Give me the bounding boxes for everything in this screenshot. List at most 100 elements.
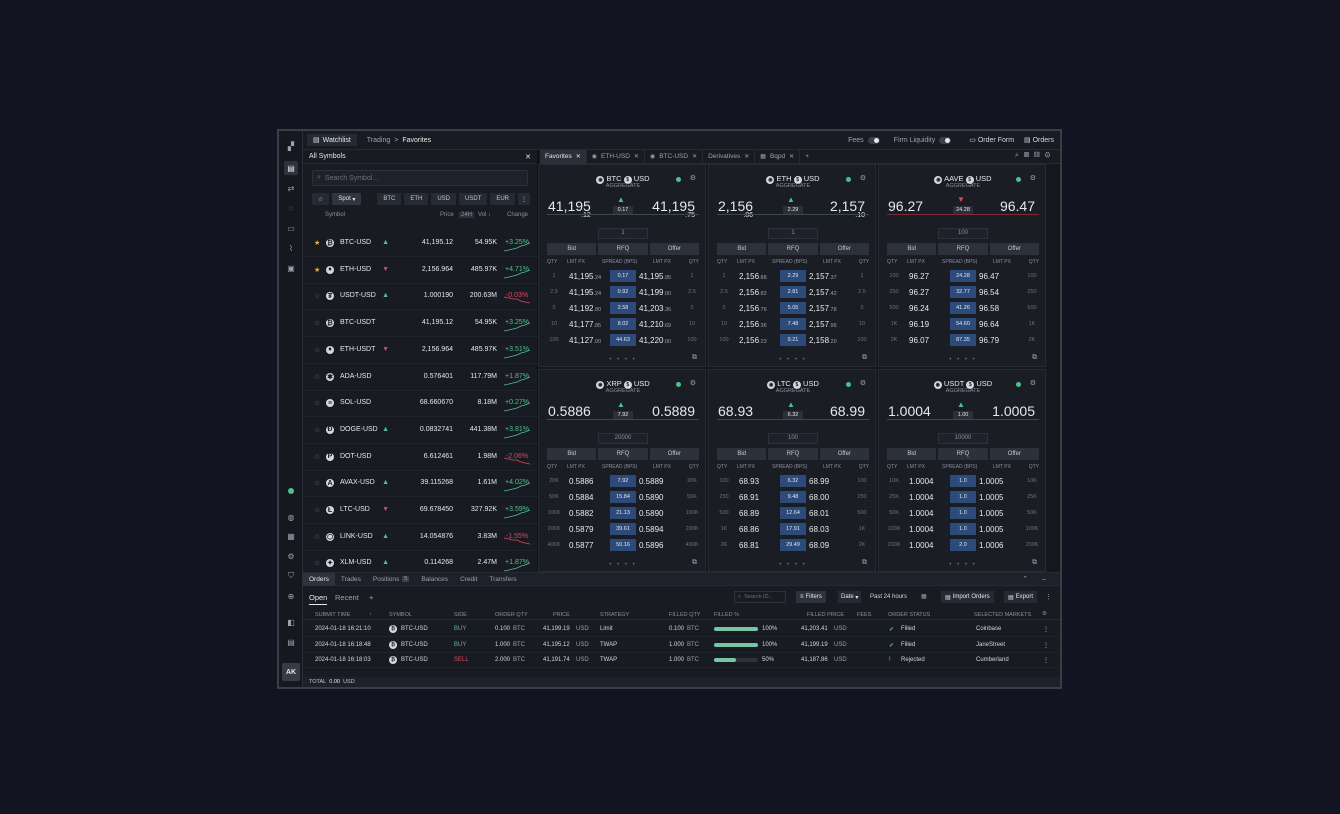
ladder-row[interactable]: 1K 96.19 54.60 96.64 1K: [887, 317, 1039, 331]
ladder-offer[interactable]: 0.5890: [639, 493, 663, 502]
favorite-star-icon[interactable]: ☆: [314, 346, 321, 354]
ladder-offer[interactable]: 2,158.20: [809, 336, 837, 345]
favorite-star-icon[interactable]: ☆: [314, 426, 321, 434]
monitor-icon[interactable]: ▣: [287, 263, 295, 273]
ladder-offer[interactable]: 68.01: [809, 509, 829, 518]
shield-icon[interactable]: ⛉: [288, 571, 294, 580]
tab-trades[interactable]: Trades: [340, 575, 361, 583]
ladder-bid[interactable]: 1.0004: [909, 525, 933, 534]
close-tab-icon[interactable]: ✕: [789, 154, 795, 160]
ladder-row[interactable]: 250 68.91 9.48 68.00 250: [717, 490, 869, 504]
filters-button[interactable]: ≡ Filters: [796, 591, 826, 603]
ladder-bid[interactable]: 68.89: [739, 509, 759, 518]
ladder-bid[interactable]: 96.19: [909, 320, 929, 329]
offer-button[interactable]: Offer: [819, 243, 869, 255]
tile-pager[interactable]: • • • •: [779, 562, 807, 568]
col-price[interactable]: Price: [440, 212, 454, 218]
ladder-bid[interactable]: 2,156.88: [739, 272, 767, 281]
orders-col-header[interactable]: SYMBOL: [389, 612, 412, 618]
quantity-input[interactable]: 100: [938, 228, 988, 239]
transfer-icon[interactable]: ⇄: [287, 183, 295, 193]
tile-pager[interactable]: • • • •: [779, 357, 807, 363]
close-tab-icon[interactable]: ✕: [744, 154, 750, 160]
add-tab-button[interactable]: +: [805, 153, 809, 160]
bid-button[interactable]: Bid: [717, 448, 767, 460]
offer-button[interactable]: Offer: [819, 448, 869, 460]
grid-icon[interactable]: ▦: [1023, 152, 1035, 159]
best-offer[interactable]: 41,195.75: [652, 198, 695, 219]
bid-button[interactable]: Bid: [547, 243, 597, 255]
workspace-tab[interactable]: Favorites ✕: [540, 149, 587, 164]
ladder-offer[interactable]: 41,195.95: [639, 272, 671, 281]
order-row[interactable]: 2024-01-18 16:18:03 ₿ BTC-USD SELL 2.000 BTC 4…: [303, 652, 1060, 669]
ladder-offer[interactable]: 1.0005: [979, 525, 1003, 534]
subtab-recent[interactable]: Recent: [335, 593, 359, 602]
watchlist-row[interactable]: ☆ Ð DOGE-USD ▲ 0.0832741 441.38M +3.81%: [303, 417, 539, 444]
ladder-row[interactable]: 200K 0.5879 39.61 0.5894 200K: [547, 522, 699, 536]
tab-balances[interactable]: Balances: [421, 575, 449, 583]
workspace-tab[interactable]: ◉ BTC-USD ✕: [645, 149, 704, 164]
watchlist-row[interactable]: ★ ♦ ETH-USD ▼ 2,156.964 485.97K +4.71%: [303, 257, 539, 284]
order-form-button[interactable]: ▭ Order Form: [969, 137, 1015, 144]
ladder-row[interactable]: 50K 1.0004 1.0 1.0005 50K: [887, 506, 1039, 520]
tile-settings-icon[interactable]: ⚙: [859, 380, 866, 387]
tile-settings-icon[interactable]: ⚙: [859, 175, 866, 182]
orders-col-header[interactable]: FILLED PRICE: [807, 612, 844, 618]
support-icon[interactable]: ⊕: [287, 591, 295, 601]
symbol-search-input[interactable]: ⌕ Search Symbol...: [312, 170, 528, 186]
offer-button[interactable]: Offer: [989, 243, 1039, 255]
close-tab-icon[interactable]: ✕: [692, 154, 698, 160]
ladder-row[interactable]: 100 96.27 24.28 96.47 100: [887, 269, 1039, 283]
ladder-offer[interactable]: 41,220.00: [639, 336, 671, 345]
ladder-row[interactable]: 20K 0.5886 7.92 0.5889 20K: [547, 474, 699, 488]
ladder-row[interactable]: 10K 1.0004 1.0 1.0005 10K: [887, 474, 1039, 488]
expand-icon[interactable]: ⧉: [1032, 559, 1037, 566]
tile-settings-icon[interactable]: ⚙: [689, 175, 696, 182]
watchlist-button[interactable]: ▤ Watchlist: [307, 134, 357, 146]
ladder-offer[interactable]: 96.64: [979, 320, 999, 329]
favorite-star-icon[interactable]: ☆: [314, 453, 321, 461]
ladder-bid[interactable]: 1.0004: [909, 477, 933, 486]
bid-button[interactable]: Bid: [547, 448, 597, 460]
order-search-input[interactable]: ⌕ Search ID...: [734, 591, 786, 603]
watchlist-row[interactable]: ☆ ₮ USDT-USD ▲ 1.000190 200.63M -0.03%: [303, 283, 539, 311]
firm-liquidity-toggle[interactable]: [939, 136, 952, 144]
orders-col-header[interactable]: FILLED QTY: [669, 612, 701, 618]
ladder-offer[interactable]: 1.0006: [979, 541, 1003, 550]
ladder-row[interactable]: 5 2,156.76 5.05 2,157.78 5: [717, 301, 869, 315]
ladder-row[interactable]: 100 2,156.23 9.21 2,158.20 100: [717, 333, 869, 347]
ladder-offer[interactable]: 1.0005: [979, 493, 1003, 502]
price-tile[interactable]: ◉ BTC $ USD ⚙ AGGREGATE 41,195.12 41,195.75 ▲…: [538, 164, 706, 367]
price-tile[interactable]: ◉ XRP $ USD ⚙ AGGREGATE 0.5886 0.5889 ▲ 7.92 20…: [538, 369, 706, 572]
best-offer[interactable]: 96.47: [1000, 198, 1035, 214]
ladder-offer[interactable]: 96.58: [979, 304, 999, 313]
watchlist-row[interactable]: ☆ ₿ BTC-USDT 41,195.12 54.95K +3.25%: [303, 310, 539, 338]
expand-icon[interactable]: ⧉: [692, 354, 697, 361]
quantity-input[interactable]: 1: [768, 228, 818, 239]
rfq-button[interactable]: RFQ: [938, 243, 988, 255]
ladder-row[interactable]: 400K 0.5877 50.16 0.5896 400K: [547, 538, 699, 552]
calendar-icon[interactable]: ▦: [921, 594, 927, 600]
watchlist-row[interactable]: ☆ Ł LTC-USD ▼ 69.678450 327.92K +3.59%: [303, 497, 539, 524]
ladder-row[interactable]: 250 96.27 32.77 96.54 250: [887, 285, 1039, 299]
best-bid[interactable]: 68.93: [718, 403, 753, 419]
ladder-offer[interactable]: 96.47: [979, 272, 999, 281]
workspace-tab[interactable]: Derivatives ✕: [703, 149, 756, 164]
favorite-star-icon[interactable]: ☆: [314, 373, 321, 381]
rfq-button[interactable]: RFQ: [598, 448, 648, 460]
orders-col-header[interactable]: SIDE: [454, 612, 467, 618]
ladder-bid[interactable]: 1.0004: [909, 493, 933, 502]
col-change[interactable]: Change: [507, 212, 529, 218]
row-menu-icon[interactable]: ⋮: [1043, 642, 1049, 649]
favorite-star-icon[interactable]: ☆: [314, 320, 321, 328]
chip-eur[interactable]: EUR: [490, 193, 515, 205]
market-select[interactable]: Spot ▾: [332, 193, 362, 205]
notifications-icon[interactable]: ▦: [287, 531, 295, 541]
ladder-bid[interactable]: 41,177.85: [569, 320, 601, 329]
ladder-bid[interactable]: 2,156.23: [739, 336, 767, 345]
fees-toggle[interactable]: [867, 136, 880, 144]
orders-col-header[interactable]: PRICE: [553, 612, 570, 618]
bid-button[interactable]: Bid: [887, 448, 937, 460]
ladder-bid[interactable]: 1.0004: [909, 541, 933, 550]
bid-button[interactable]: Bid: [717, 243, 767, 255]
